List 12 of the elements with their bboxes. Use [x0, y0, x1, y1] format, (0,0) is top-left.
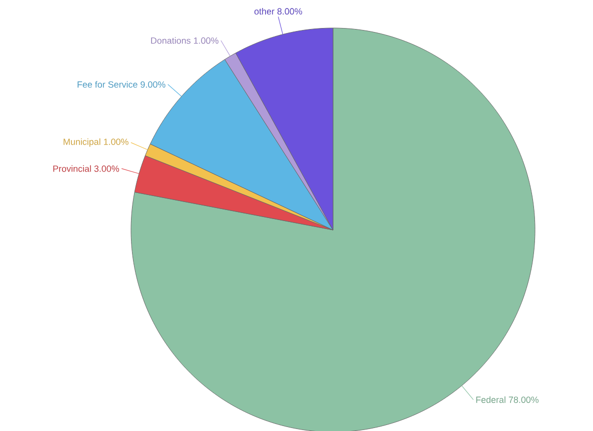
slice-label: other [254, 8, 274, 15]
slice-label: Donations [151, 37, 190, 44]
slice-label: Provincial [53, 165, 91, 172]
data-label: 9.00% [140, 81, 166, 88]
data-label: 1.00% [104, 138, 128, 145]
data-label: 1.00% [194, 37, 218, 44]
slice-label: Federal [476, 396, 506, 403]
data-label: 3.00% [94, 166, 120, 172]
slice-label: Municipal [64, 138, 100, 147]
slice-label: Fee for Service [78, 81, 138, 88]
data-label: 78.00% [508, 396, 539, 403]
data-label: 8.00% [277, 8, 302, 15]
